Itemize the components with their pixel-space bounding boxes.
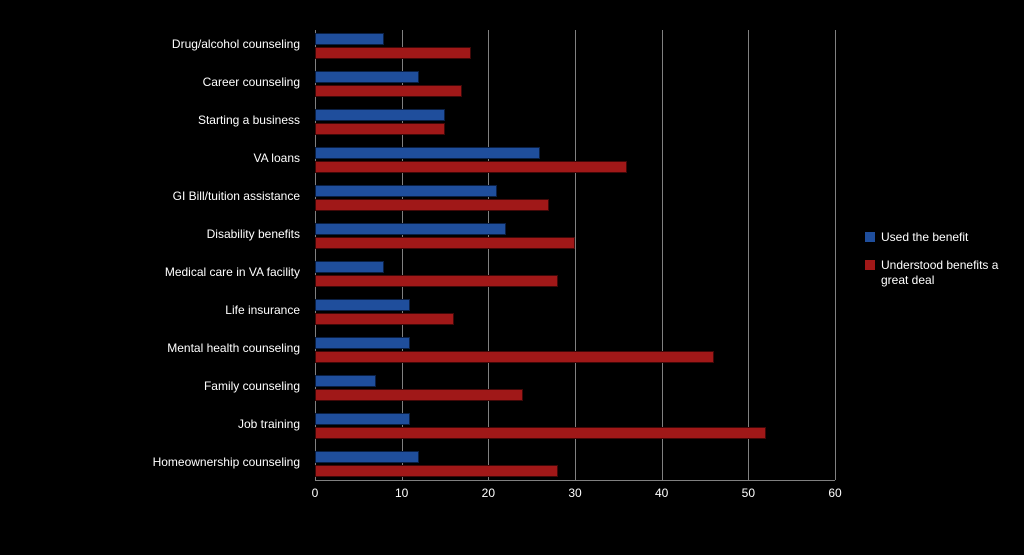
chart-container: Used the benefit Understood benefits a gr… — [0, 0, 1024, 555]
bar-series-a — [315, 185, 497, 197]
legend-label: Used the benefit — [881, 230, 968, 244]
x-tick-label: 20 — [482, 486, 495, 500]
y-category-label: Family counseling — [10, 380, 300, 394]
gridline — [748, 30, 749, 480]
y-category-label: Mental health counseling — [10, 342, 300, 356]
bar-series-b — [315, 85, 462, 97]
bar-series-a — [315, 337, 410, 349]
x-tick-label: 10 — [395, 486, 408, 500]
y-category-label: Life insurance — [10, 304, 300, 318]
bar-series-a — [315, 261, 384, 273]
y-category-label: Homeownership counseling — [10, 456, 300, 470]
y-category-label: GI Bill/tuition assistance — [10, 190, 300, 204]
bar-series-a — [315, 33, 384, 45]
x-tick-label: 40 — [655, 486, 668, 500]
bar-series-a — [315, 413, 410, 425]
gridline — [488, 30, 489, 480]
y-category-label: VA loans — [10, 152, 300, 166]
y-category-label: Starting a business — [10, 114, 300, 128]
bar-series-b — [315, 389, 523, 401]
plot-area — [315, 30, 835, 481]
legend-swatch — [865, 232, 875, 242]
bar-series-b — [315, 275, 558, 287]
bar-series-b — [315, 465, 558, 477]
bar-series-b — [315, 313, 454, 325]
legend-item: Used the benefit — [865, 230, 1011, 244]
bar-series-b — [315, 47, 471, 59]
y-category-label: Job training — [10, 418, 300, 432]
y-category-label: Medical care in VA facility — [10, 266, 300, 280]
x-tick-label: 30 — [568, 486, 581, 500]
gridline — [662, 30, 663, 480]
gridline — [575, 30, 576, 480]
x-tick-label: 60 — [828, 486, 841, 500]
bar-series-a — [315, 71, 419, 83]
y-category-label: Career counseling — [10, 76, 300, 90]
legend-item: Understood benefits a great deal — [865, 258, 1011, 287]
legend: Used the benefit Understood benefits a gr… — [865, 230, 1011, 301]
bar-series-a — [315, 375, 376, 387]
bar-series-b — [315, 237, 575, 249]
y-category-label: Disability benefits — [10, 228, 300, 242]
legend-label: Understood benefits a great deal — [881, 258, 1011, 287]
bar-series-b — [315, 351, 714, 363]
gridline — [835, 30, 836, 480]
legend-swatch — [865, 260, 875, 270]
bar-series-b — [315, 123, 445, 135]
bar-series-a — [315, 109, 445, 121]
bar-series-b — [315, 427, 766, 439]
x-tick-label: 50 — [742, 486, 755, 500]
bar-series-b — [315, 199, 549, 211]
bar-series-a — [315, 147, 540, 159]
bar-series-a — [315, 299, 410, 311]
y-category-label: Drug/alcohol counseling — [10, 38, 300, 52]
bar-series-b — [315, 161, 627, 173]
x-tick-label: 0 — [312, 486, 319, 500]
bar-series-a — [315, 451, 419, 463]
bar-series-a — [315, 223, 506, 235]
